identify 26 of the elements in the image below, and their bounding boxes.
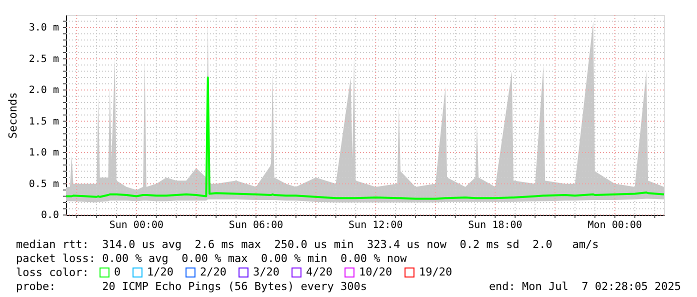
legend-label: 3/20 [253,266,280,279]
legend-label: 0 [114,266,121,279]
text: median rtt: 314.0 us avg 2.6 ms max 250.0 us min 323.4 us now 0.2 ms sd 2.0 am/s [16,238,599,251]
y-tick-label: 2.5 m [28,54,59,65]
y-axis-title: Seconds [6,92,20,139]
legend-label: 10/20 [359,266,392,279]
x-tick-label: Sun 18:00 [468,220,522,231]
legend-label: 1/20 [147,266,174,279]
text: probe: 20 ICMP Echo Pings (56 Bytes) every 300s [16,280,367,293]
y-tick-label: 0.0 [40,210,59,221]
legend-title: loss color: [16,266,89,279]
x-tick-label: Sun 12:00 [348,220,403,231]
text: packet loss: 0.00 % avg 0.00 % max 0.00 % min 0.00 % now [16,252,408,265]
y-tick-label: 3.0 m [28,22,59,34]
line-series [65,76,665,200]
y-tick-label: 2.0 m [28,85,59,96]
text: end: Mon Jul 7 02:28:05 2025 [488,280,681,293]
x-tick-label: Mon 00:00 [588,220,642,231]
legend-label: 2/20 [200,266,226,279]
legend-label: 19/20 [419,266,452,279]
y-tick-label: 1.0 m [28,148,59,158]
x-tick-label: Sun 06:00 [228,220,284,231]
y-tick-label: 1.5 m [28,116,59,128]
x-tick-label: Sun 00:00 [109,220,164,231]
legend-label: 4/20 [306,266,332,279]
y-tick-label: 0.5 m [28,178,59,190]
